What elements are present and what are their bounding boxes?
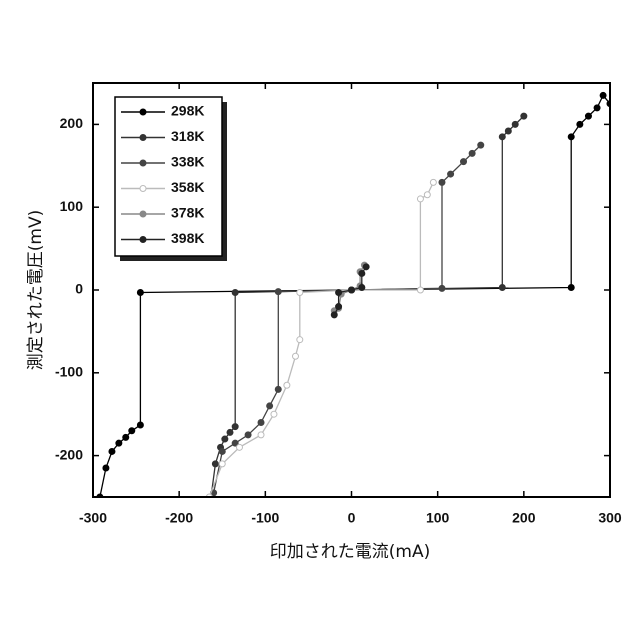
x-axis-label: 印加された電流(mA) [270, 542, 430, 562]
point [331, 312, 337, 318]
legend-label: 318K [171, 128, 204, 144]
point [232, 289, 238, 295]
point [600, 92, 606, 98]
point [568, 285, 574, 291]
point [478, 142, 484, 148]
legend-marker [140, 211, 146, 217]
point [568, 134, 574, 140]
point [461, 159, 467, 165]
point [227, 429, 233, 435]
point [439, 285, 445, 291]
point [219, 448, 225, 454]
legend-label: 338K [171, 154, 204, 170]
chart: 印加された電流(mA) 測定された電圧(mV) -200 -100 0 100 200 -… [0, 0, 640, 640]
legend-marker [140, 109, 146, 115]
legend-label: 398K [171, 230, 204, 246]
y-axis-label: 測定された電圧(mV) [26, 210, 46, 370]
y-tick-label: -100 [55, 364, 83, 380]
point [417, 287, 423, 293]
x-tick-label: 200 [512, 510, 536, 526]
y-tick-label: 200 [60, 115, 84, 131]
point [594, 105, 600, 111]
point [448, 171, 454, 177]
point [103, 465, 109, 471]
point [275, 386, 281, 392]
legend-label: 378K [171, 205, 204, 221]
legend-label: 298K [171, 103, 204, 119]
point [499, 134, 505, 140]
point [297, 289, 303, 295]
y-tick-label: -200 [55, 446, 83, 462]
point [116, 440, 122, 446]
legend-marker [140, 237, 146, 243]
point [222, 436, 228, 442]
legend-marker [140, 186, 146, 192]
series-line [209, 182, 433, 497]
point [123, 434, 129, 440]
point [236, 444, 242, 450]
point [359, 285, 365, 291]
y-tick-label: 0 [75, 281, 83, 297]
x-tick-label: 0 [348, 510, 356, 526]
point [297, 337, 303, 343]
legend-box [115, 97, 222, 256]
point [271, 411, 277, 417]
point [212, 461, 218, 467]
x-tick-label: -300 [79, 510, 107, 526]
x-tick-label: 300 [598, 510, 622, 526]
point [577, 121, 583, 127]
point [359, 270, 365, 276]
point [336, 289, 342, 295]
legend-marker [140, 135, 146, 141]
point [336, 304, 342, 310]
point [512, 121, 518, 127]
series-line [214, 145, 481, 493]
point [267, 403, 273, 409]
point [137, 289, 143, 295]
x-tick-label: 100 [426, 510, 450, 526]
point [129, 428, 135, 434]
point [284, 382, 290, 388]
point [585, 113, 591, 119]
point [349, 287, 355, 293]
point [505, 128, 511, 134]
legend-label: 358K [171, 179, 204, 195]
point [499, 285, 505, 291]
point [439, 179, 445, 185]
point [521, 113, 527, 119]
point [430, 179, 436, 185]
point [219, 461, 225, 467]
point [417, 196, 423, 202]
point [137, 422, 143, 428]
point [292, 353, 298, 359]
point [363, 264, 369, 270]
series-line [211, 116, 524, 497]
point [258, 432, 264, 438]
point [275, 289, 281, 295]
x-tick-label: -100 [251, 510, 279, 526]
point [232, 424, 238, 430]
x-tick-label: -200 [165, 510, 193, 526]
point [424, 192, 430, 198]
point [469, 150, 475, 156]
point [258, 419, 264, 425]
y-tick-label: 100 [60, 198, 84, 214]
legend-marker [140, 160, 146, 166]
point [109, 448, 115, 454]
point [245, 432, 251, 438]
